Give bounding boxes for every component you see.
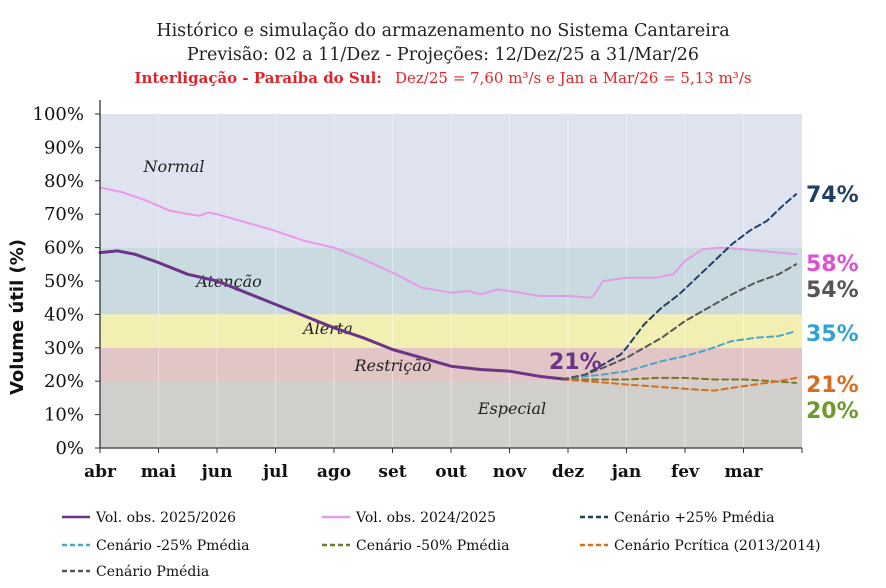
end-label: 58%	[806, 252, 859, 277]
x-tick-label: fev	[671, 462, 700, 482]
x-tick-label: mar	[725, 462, 764, 482]
zone-label-normal: Normal	[142, 157, 204, 176]
x-tick-label: abr	[84, 462, 117, 482]
current-value-annotation: 21%	[549, 350, 602, 375]
y-tick-labels: 0% 10% 20% 30% 40% 50% 60% 70% 80% 90% 100%	[33, 104, 84, 459]
series-lines-layer	[98, 186, 798, 392]
zone-label-atenção: Atenção	[194, 272, 262, 291]
end-label: 20%	[806, 399, 859, 424]
annotation-layer: 21%	[549, 350, 602, 375]
series-line-2	[561, 193, 798, 381]
x-tick-label: jan	[610, 462, 642, 482]
y-tick-label: 90%	[44, 137, 84, 158]
end-label: 74%	[806, 183, 859, 208]
x-tick-label: jun	[200, 462, 233, 482]
axes-layer	[95, 100, 803, 453]
x-tick-label: mai	[141, 462, 177, 482]
chart-title-line2: Previsão: 02 a 11/Dez - Projeções: 12/De…	[187, 45, 699, 65]
y-tick-label: 30%	[44, 338, 84, 359]
y-axis-label: Volume útil (%)	[7, 239, 28, 395]
legend-label: Cenário Pmédia	[96, 564, 209, 580]
zone-label-especial: Especial	[477, 399, 546, 418]
end-labels-layer: 74% 58%54% 35% 21%20%	[806, 183, 859, 424]
legend-label: Cenário -25% Pmédia	[96, 538, 249, 554]
y-tick-label: 0%	[55, 438, 84, 459]
series-line-4	[561, 376, 798, 384]
x-tick-label: out	[435, 462, 467, 482]
chart-subtitle: Interligação - Paraíba do Sul: Dez/25 = …	[134, 68, 751, 87]
legend-label: Vol. obs. 2024/2025	[355, 510, 496, 526]
legend: Vol. obs. 2025/2026 Vol. obs. 2024/2025 Ce…	[62, 510, 820, 580]
y-tick-label: 100%	[33, 104, 84, 125]
y-tick-label: 10%	[44, 405, 84, 426]
legend-label: Cenário -50% Pmédia	[356, 538, 509, 554]
x-tick-label: ago	[317, 462, 351, 482]
series-line-0	[98, 249, 570, 381]
x-tick-label: jul	[261, 462, 289, 482]
legend-label: Cenário Pcrítica (2013/2014)	[614, 538, 820, 554]
chart-subtitle-bold: Interligação - Paraíba do Sul:	[134, 69, 381, 87]
y-tick-label: 40%	[44, 304, 84, 325]
series-line-1	[99, 186, 798, 299]
series-line-3	[561, 330, 798, 381]
y-tick-label: 70%	[44, 204, 84, 225]
chart-title-line1: Histórico e simulação do armazenamento n…	[156, 21, 729, 41]
series-line-6	[561, 263, 798, 381]
y-tick-label: 20%	[44, 371, 84, 392]
x-tick-label: nov	[493, 462, 528, 482]
zone-label-restrição: Restrição	[353, 356, 431, 375]
end-label: 35%	[806, 322, 859, 347]
end-label: 54%	[806, 278, 859, 303]
zone-label-alerta: Alerta	[301, 319, 353, 338]
x-tick-label: set	[378, 462, 406, 482]
x-tick-labels: abr mai jun jul ago set out nov dez jan fev mar	[84, 462, 763, 482]
end-label: 21%	[806, 373, 859, 398]
y-tick-label: 50%	[44, 271, 84, 292]
series-line-5	[561, 376, 798, 392]
legend-label: Vol. obs. 2025/2026	[95, 510, 236, 526]
y-tick-label: 60%	[44, 238, 84, 259]
legend-label: Cenário +25% Pmédia	[614, 510, 774, 526]
x-tick-label: dez	[552, 462, 585, 482]
y-tick-label: 80%	[44, 171, 84, 192]
chart-subtitle-rest: Dez/25 = 7,60 m³/s e Jan a Mar/26 = 5,13…	[395, 69, 752, 87]
